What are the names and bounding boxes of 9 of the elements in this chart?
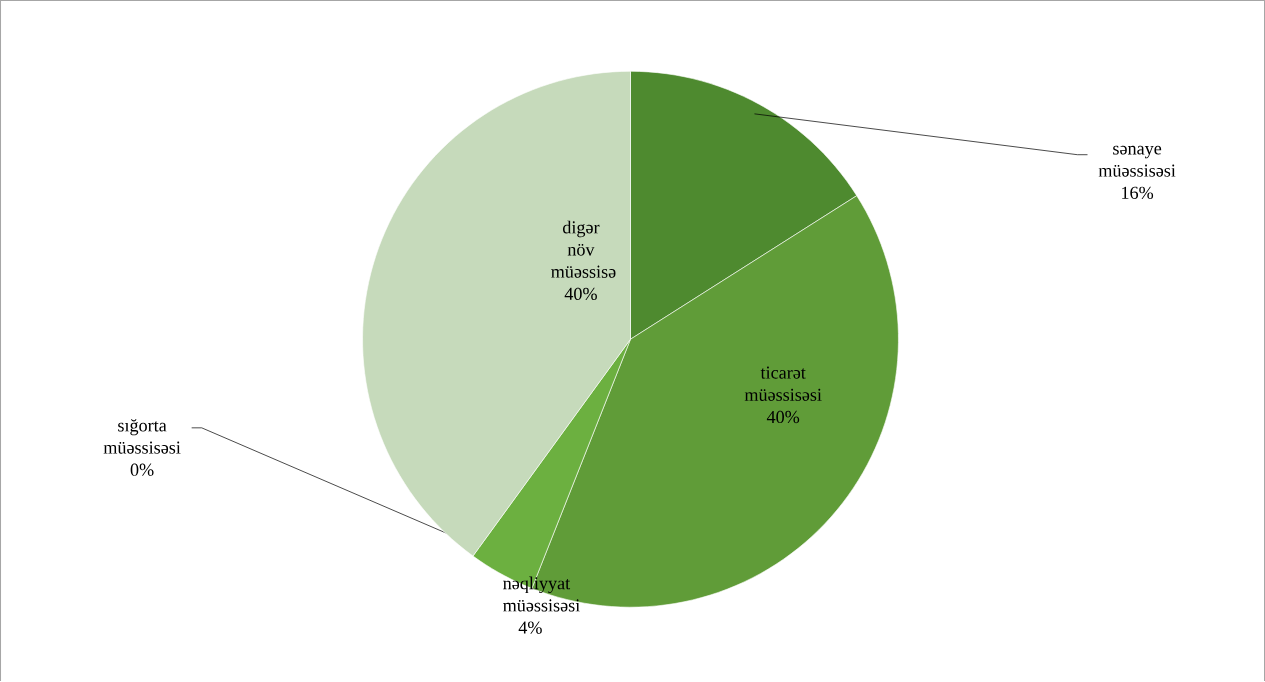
category-label: sığorta müəssisəsi [103, 419, 181, 454]
slice-label: sənaye müəssisəsi [1098, 146, 1176, 177]
text: 0% [130, 463, 154, 477]
slice-label: digər növ müəssisə [551, 220, 616, 279]
data-label: 4% [518, 621, 542, 634]
slice-label: ticarət müəssisəsi [744, 366, 822, 402]
data-label: 40% [564, 287, 597, 301]
data-label: 40% [766, 411, 800, 424]
data-label: 16% [1122, 186, 1154, 200]
